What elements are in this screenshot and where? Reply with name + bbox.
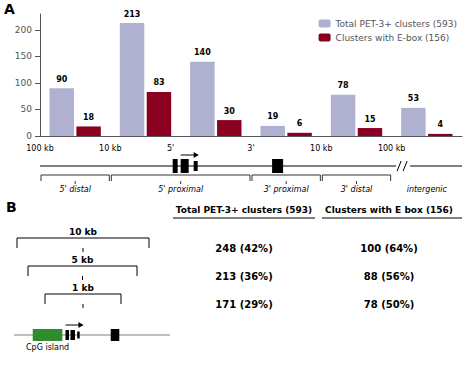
svg-text:248 (42%): 248 (42%): [215, 243, 272, 254]
svg-text:15: 15: [364, 115, 376, 124]
svg-text:100: 100: [15, 78, 32, 88]
svg-text:18: 18: [83, 113, 95, 122]
svg-text:50: 50: [21, 104, 33, 114]
svg-text:5' distal: 5' distal: [59, 185, 91, 194]
svg-text:140: 140: [194, 48, 211, 57]
svg-text:5 kb: 5 kb: [72, 255, 94, 265]
svg-text:Total PET-3+ clusters (593): Total PET-3+ clusters (593): [335, 19, 457, 29]
svg-text:10 kb: 10 kb: [69, 227, 98, 237]
svg-text:100 (64%): 100 (64%): [360, 243, 417, 254]
svg-text:100 kb: 100 kb: [378, 144, 406, 153]
svg-text:10 kb: 10 kb: [310, 144, 332, 153]
svg-text:5' proximal: 5' proximal: [158, 185, 204, 194]
svg-text:Clusters with E-box (156): Clusters with E-box (156): [336, 33, 450, 43]
svg-text:213 (36%): 213 (36%): [215, 271, 272, 282]
svg-text:0: 0: [26, 131, 32, 141]
svg-text:3' proximal: 3' proximal: [264, 185, 310, 194]
svg-text:200: 200: [15, 25, 32, 35]
svg-text:intergenic: intergenic: [407, 185, 448, 194]
svg-text:1 kb: 1 kb: [72, 283, 94, 293]
svg-text:78: 78: [337, 81, 349, 90]
svg-text:10 kb: 10 kb: [99, 144, 121, 153]
svg-text:6: 6: [297, 119, 303, 128]
svg-text:150: 150: [15, 51, 32, 61]
svg-text:19: 19: [267, 112, 279, 121]
svg-text:CpG island: CpG island: [26, 343, 69, 352]
svg-text:171 (29%): 171 (29%): [215, 299, 272, 310]
svg-text:30: 30: [224, 107, 236, 116]
svg-text:3' distal: 3' distal: [341, 185, 373, 194]
svg-text:78 (50%): 78 (50%): [364, 299, 414, 310]
svg-text:53: 53: [408, 94, 419, 103]
svg-text:3': 3': [247, 144, 254, 153]
svg-text:213: 213: [124, 10, 141, 19]
svg-text:A: A: [4, 1, 15, 17]
svg-text:88 (56%): 88 (56%): [364, 271, 414, 282]
svg-text:4: 4: [437, 120, 443, 129]
svg-text:B: B: [6, 199, 17, 215]
svg-text:90: 90: [56, 75, 68, 84]
svg-text:5': 5': [167, 144, 174, 153]
svg-text:100 kb: 100 kb: [26, 144, 54, 153]
svg-text:83: 83: [153, 78, 164, 87]
svg-text:Clusters with E box (156): Clusters with E box (156): [325, 205, 453, 215]
svg-text:Total PET-3+ clusters (593): Total PET-3+ clusters (593): [176, 205, 313, 215]
